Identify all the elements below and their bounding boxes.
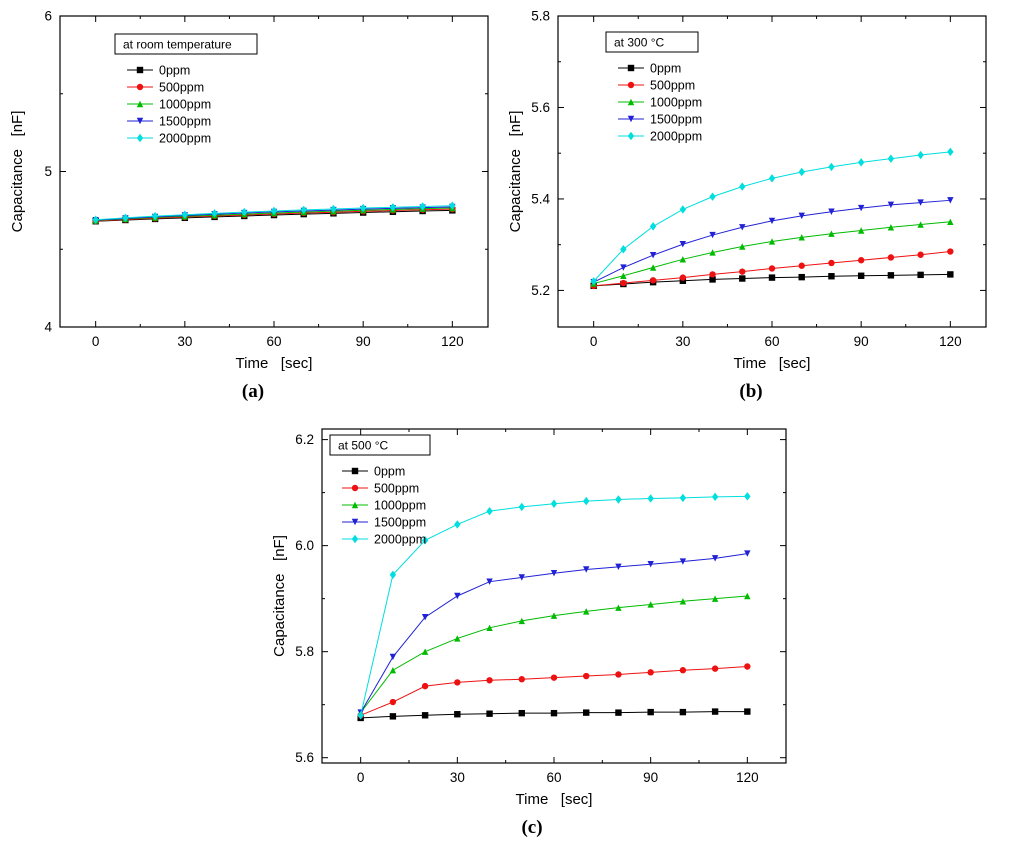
x-tick-label: 60 — [764, 334, 779, 349]
legend-label-500ppm: 500ppm — [374, 482, 419, 496]
legend-label-500ppm: 500ppm — [650, 79, 695, 93]
x-tick-label: 90 — [643, 770, 658, 785]
x-tick-label: 120 — [441, 334, 464, 349]
y-axis-label: Capacitance [nF] — [507, 111, 524, 233]
legend: at 300 °C 0ppm 500ppm 1000ppm 1500ppm 2000ppm — [605, 31, 702, 144]
legend-label-2000ppm: 2000ppm — [650, 130, 702, 144]
legend-label-1000ppm: 1000ppm — [650, 96, 702, 110]
x-tick-label: 0 — [357, 770, 365, 785]
series-markers-1500ppm — [590, 197, 954, 286]
y-tick-label: 6.2 — [295, 432, 314, 447]
panel-b: 0 30 60 90 120 5.2 5.4 5.6 5.8 Time [sec] Capacita… — [502, 4, 1000, 403]
series-line-2000ppm — [593, 151, 951, 282]
legend-label-0ppm: 0ppm — [374, 465, 405, 479]
y-tick-label: 5.8 — [295, 644, 314, 659]
x-tick-label: 90 — [356, 334, 371, 349]
y-tick-label: 5.8 — [531, 9, 550, 24]
legend: at 500 °C 0ppm 500ppm 1000ppm 1500ppm 2000ppm — [329, 434, 431, 547]
y-tick-label: 5.2 — [531, 283, 550, 298]
x-tick-label: 0 — [590, 334, 598, 349]
legend-label-1500ppm: 1500ppm — [374, 516, 426, 530]
legend-title-box — [605, 31, 699, 53]
panel-caption-a: (a) — [241, 381, 265, 402]
x-axis-label: Time [sec] — [516, 791, 593, 808]
x-tick-label: 0 — [92, 334, 100, 349]
y-tick-label: 6 — [44, 9, 52, 24]
chart-b: 0 30 60 90 120 5.2 5.4 5.6 5.8 Time [sec] Capacita… — [507, 9, 987, 372]
bottom-row: 0 30 60 90 120 5.6 5.8 6.0 6.2 Time [sec] Capacita… — [0, 415, 1024, 839]
chart-c: 0 30 60 90 120 5.6 5.8 6.0 6.2 Time [sec] Capacita… — [271, 428, 787, 808]
y-tick-label: 5.6 — [295, 750, 314, 765]
y-tick-label: 5.6 — [531, 100, 550, 115]
x-tick-label: 30 — [675, 334, 690, 349]
y-tick-label: 5.4 — [531, 191, 550, 206]
plot-frame — [59, 15, 489, 328]
legend-label-0ppm: 0ppm — [650, 62, 681, 76]
panel-caption-c: (c) — [521, 817, 543, 838]
legend-label-0ppm: 0ppm — [159, 64, 190, 78]
top-row: 0 30 60 90 120 4 5 6 Time [sec] Capacitance [nF] a… — [0, 4, 1024, 403]
legend-label-1000ppm: 1000ppm — [374, 499, 426, 513]
x-tick-label: 120 — [736, 770, 759, 785]
x-axis-label: Time [sec] — [734, 355, 811, 372]
y-tick-label: 5 — [44, 164, 52, 179]
chart-a: 0 30 60 90 120 4 5 6 Time [sec] Capacitance [nF] a… — [9, 9, 489, 372]
panel-caption-b: (b) — [739, 381, 763, 402]
y-axis-label: Capacitance [nF] — [271, 535, 288, 657]
legend-title: at 300 °C — [614, 36, 664, 50]
legend-title-box — [329, 434, 431, 456]
legend-title-box — [114, 33, 258, 55]
y-tick-label: 6.0 — [295, 538, 314, 553]
x-tick-label: 30 — [177, 334, 192, 349]
series-markers-2000ppm — [92, 201, 456, 224]
legend-label-2000ppm: 2000ppm — [159, 132, 211, 146]
legend-title: at 500 °C — [338, 439, 388, 453]
legend-label-1500ppm: 1500ppm — [650, 113, 702, 127]
x-tick-label: 120 — [939, 334, 962, 349]
x-tick-label: 90 — [854, 334, 869, 349]
x-tick-label: 30 — [450, 770, 465, 785]
series-markers-0ppm — [590, 271, 954, 290]
y-tick-label: 4 — [44, 320, 52, 335]
legend-label-1000ppm: 1000ppm — [159, 98, 211, 112]
panel-c: 0 30 60 90 120 5.6 5.8 6.0 6.2 Time [sec] Capacita… — [262, 415, 802, 839]
x-tick-label: 60 — [546, 770, 561, 785]
y-axis-label: Capacitance [nF] — [9, 111, 26, 233]
legend-label-2000ppm: 2000ppm — [374, 533, 426, 547]
legend-title: at room temperature — [123, 38, 232, 52]
series-markers-1000ppm — [590, 218, 954, 287]
panel-a: 0 30 60 90 120 4 5 6 Time [sec] Capacitance [nF] a… — [4, 4, 502, 403]
legend-label-1500ppm: 1500ppm — [159, 115, 211, 129]
series-markers-1000ppm — [357, 592, 751, 716]
legend: at room temperature 0ppm 500ppm 1000ppm 1500… — [114, 33, 258, 146]
series-line-500ppm — [360, 666, 748, 716]
series-markers-1500ppm — [357, 550, 751, 716]
series-markers-2000ppm — [590, 147, 954, 286]
x-axis-label: Time [sec] — [236, 355, 313, 372]
legend-label-500ppm: 500ppm — [159, 81, 204, 95]
x-tick-label: 60 — [266, 334, 281, 349]
series-markers-0ppm — [357, 708, 751, 722]
